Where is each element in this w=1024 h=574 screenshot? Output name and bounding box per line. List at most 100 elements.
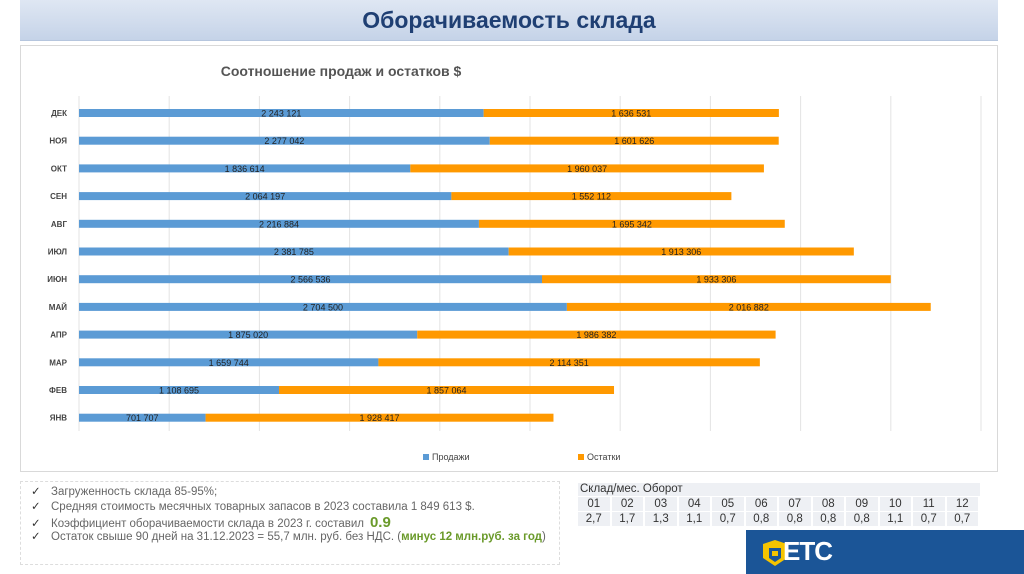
category-label: ДЕК (51, 109, 67, 118)
category-label: ФЕВ (49, 386, 67, 395)
bar-stock (410, 164, 764, 173)
category-label: НОЯ (49, 137, 67, 146)
bar-stock (205, 413, 554, 422)
stacked-bar-chart: Соотношение продаж и остатков $ ДЕК 2 243… (47, 63, 982, 462)
bar-stock (378, 358, 760, 367)
table-cell: 1,1 (879, 512, 911, 526)
category-label: ЯНВ (50, 414, 68, 423)
bar-stock (508, 247, 854, 256)
bar-sales (79, 275, 543, 284)
data-label: 1 857 064 (426, 386, 466, 396)
table-cell: 09 (846, 497, 878, 511)
page-title: Оборачиваемость склада (362, 7, 656, 33)
table-cell: 06 (745, 497, 777, 511)
note-item: ✓ Загруженность склада 85-95%; (31, 486, 218, 498)
bar-sales (79, 386, 280, 394)
header-bar: Оборачиваемость склада (20, 0, 998, 41)
category-label: АВГ (51, 220, 68, 229)
data-label: 1 836 614 (225, 164, 265, 174)
table-cell: 1,3 (645, 512, 677, 526)
bar-stock (279, 386, 615, 394)
company-logo: ETC (746, 530, 1024, 574)
bar-sales (79, 330, 418, 339)
category-label: ИЮН (47, 275, 67, 284)
logo-text: ETC (783, 536, 833, 566)
data-label: 2 277 042 (264, 136, 304, 146)
bar-stock (478, 219, 785, 228)
bar-sales (79, 358, 379, 367)
data-label: 2 704 500 (303, 302, 343, 312)
data-label: 2 243 121 (261, 109, 301, 119)
table-caption: Склад/мес. Оборот (578, 483, 980, 496)
table-cell: 01 (578, 497, 610, 511)
data-label: 1 913 306 (661, 247, 701, 257)
table-cell: 1,1 (678, 512, 710, 526)
category-label: ИЮЛ (48, 248, 68, 257)
chart-container: Соотношение продаж и остатков $ ДЕК 2 243… (20, 45, 998, 472)
table-cell: 0,8 (779, 512, 811, 526)
bar-sales (79, 413, 206, 422)
table-row-values: 2,7 1,7 1,3 1,1 0,7 0,8 0,8 0,8 0,8 1,1 0,7 0,7 (578, 512, 980, 526)
bar-stock (542, 275, 891, 284)
data-label: 1 695 342 (612, 219, 652, 229)
table-cell: 0,8 (745, 512, 777, 526)
bar-stock (417, 330, 776, 339)
data-label: 1 960 037 (567, 164, 607, 174)
bar-sales (79, 302, 567, 311)
turnover-table: Склад/мес. Оборот 01 02 03 04 05 06 07 08 09 10 11… (578, 483, 980, 526)
data-label: 2 016 882 (729, 302, 769, 312)
data-label: 1 108 695 (159, 386, 199, 396)
data-label: 2 216 884 (259, 219, 299, 229)
bar-stock (451, 192, 732, 201)
data-label: 2 566 536 (290, 275, 330, 285)
table-cell: 0,7 (913, 512, 945, 526)
table-cell: 1,7 (611, 512, 643, 526)
bar-stock (566, 302, 931, 311)
bar-sales (79, 247, 509, 256)
bar-stock (483, 109, 779, 117)
table-cell: 2,7 (578, 512, 610, 526)
chart-title: Соотношение продаж и остатков $ (221, 63, 462, 79)
data-label: 1 928 417 (360, 413, 400, 423)
legend-label: Продажи (432, 452, 470, 462)
data-label: 2 064 197 (245, 192, 285, 202)
note-item: ✓ Средняя стоимость месячных товарных зап… (31, 501, 475, 513)
bar-sales (79, 164, 411, 173)
turnover-ratio: 0.9 (369, 514, 391, 531)
table-cell: 12 (946, 497, 978, 511)
legend-label: Остатки (587, 452, 620, 462)
category-label: ОКТ (51, 164, 67, 173)
bar-sales (79, 192, 452, 201)
table-cell: 08 (812, 497, 844, 511)
table-cell: 04 (678, 497, 710, 511)
data-label: 2 114 351 (549, 358, 588, 368)
data-label: 1 659 744 (209, 358, 249, 368)
table-cell: 05 (712, 497, 744, 511)
table-cell: 02 (611, 497, 643, 511)
note-item: ✓ Коэффициент оборачиваемости склада в 20… (31, 514, 391, 531)
data-label: 1 601 626 (614, 136, 654, 146)
bar-sales (79, 109, 484, 117)
bar-stock (489, 136, 779, 145)
data-label: 1 933 306 (696, 275, 736, 285)
table-cell: 03 (645, 497, 677, 511)
category-label: СЕН (50, 192, 67, 201)
category-label: МАР (49, 358, 67, 367)
table-row-months: 01 02 03 04 05 06 07 08 09 10 11 12 (578, 497, 980, 511)
note-item: ✓ Остаток свыше 90 дней на 31.12.2023 = 5… (31, 531, 546, 543)
table-cell: 0,7 (946, 512, 978, 526)
category-label: МАЙ (49, 303, 67, 312)
legend-swatch (423, 454, 429, 460)
data-label: 701 707 (126, 413, 159, 423)
table-cell: 10 (879, 497, 911, 511)
table-cell: 07 (779, 497, 811, 511)
table-cell: 11 (913, 497, 945, 511)
data-label: 2 381 785 (274, 247, 314, 257)
bar-sales (79, 219, 479, 228)
legend-swatch (578, 454, 584, 460)
table-cell: 0,8 (812, 512, 844, 526)
table-cell: 0,8 (846, 512, 878, 526)
data-label: 1 552 112 (572, 192, 611, 202)
data-label: 1 986 382 (576, 330, 616, 340)
bar-sales (79, 136, 490, 145)
